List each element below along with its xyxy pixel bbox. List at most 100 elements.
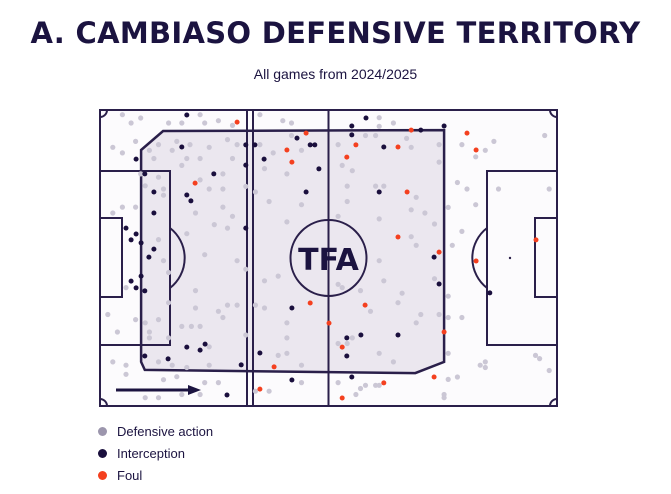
defensive-action-point [243, 266, 249, 272]
defensive-action-point [298, 147, 305, 153]
defensive-action-point [123, 362, 129, 368]
defensive-action-point [477, 362, 483, 368]
interception-point [133, 231, 139, 237]
defensive-action-point [220, 204, 226, 210]
interception-point [197, 347, 203, 353]
interception-point [184, 112, 190, 118]
defensive-action-point [166, 335, 172, 341]
defensive-action-point [142, 395, 148, 401]
defensive-action-point [257, 112, 263, 118]
defensive-action-point [197, 177, 203, 183]
defensive-action-point [202, 252, 208, 258]
defensive-action-point [408, 144, 414, 150]
defensive-action-point [373, 183, 379, 189]
points-layer [105, 112, 552, 401]
defensive-action-point [546, 186, 552, 192]
interception-point [312, 142, 318, 148]
interception-point [184, 192, 190, 198]
foul-point [307, 300, 313, 306]
legend: Defensive action Interception Foul [98, 420, 213, 486]
defensive-action-point [408, 234, 414, 240]
defensive-action-point [284, 171, 290, 177]
defensive-action-point [119, 204, 125, 210]
defensive-action-point [344, 183, 350, 189]
defensive-action-point [229, 213, 236, 219]
interception-point [238, 362, 244, 368]
left-penalty-box [100, 170, 171, 346]
interception-point [316, 166, 322, 172]
defensive-action-point [473, 202, 479, 208]
defensive-action-point [224, 137, 231, 143]
defensive-action-point [441, 395, 447, 401]
defensive-action-point [532, 352, 539, 358]
foul-point [353, 142, 359, 148]
defensive-action-point [376, 216, 382, 222]
foul-point [395, 234, 401, 240]
defensive-action-point [133, 204, 139, 210]
defensive-action-point [123, 285, 129, 291]
defensive-action-point [537, 356, 543, 362]
defensive-action-point [166, 300, 172, 306]
interception-point [358, 332, 364, 338]
defensive-action-point [224, 225, 231, 231]
defensive-action-point [542, 132, 548, 139]
interception-point [151, 189, 157, 195]
defensive-action-point [151, 155, 157, 162]
defensive-action-point [155, 359, 162, 365]
foul-point [464, 130, 470, 136]
defensive-action-point [234, 258, 240, 264]
defensive-action-point [454, 374, 460, 380]
legend-item-interception: Interception [98, 442, 213, 464]
defensive-action-point [459, 228, 465, 234]
defensive-action-point [275, 352, 281, 358]
legend-item-foul: Foul [98, 464, 213, 486]
foul-point [289, 159, 295, 165]
defensive-action-point [243, 332, 249, 338]
defensive-action-point [482, 147, 488, 153]
defensive-action-point [353, 391, 359, 398]
foul-point [408, 127, 414, 133]
interception-point [202, 341, 208, 347]
interception-point [133, 285, 139, 291]
interception-point [344, 353, 350, 359]
interception-point [133, 156, 139, 162]
interception-point [165, 356, 171, 362]
interception-point [289, 305, 295, 311]
defensive-action-point [215, 118, 221, 124]
defensive-action-point [436, 311, 442, 318]
foul-point [271, 364, 277, 370]
defensive-action-point [220, 171, 226, 177]
defensive-action-point [155, 395, 162, 401]
defensive-action-point [357, 385, 364, 392]
defensive-action-point [418, 311, 424, 318]
defensive-action-point [390, 359, 396, 365]
defensive-action-point [381, 278, 387, 284]
defensive-action-point [146, 329, 152, 335]
defensive-action-point [381, 183, 387, 189]
interception-dot-icon [98, 448, 107, 458]
interception-point [487, 290, 493, 296]
defensive-action-point [339, 285, 345, 291]
defensive-action-point [376, 382, 382, 388]
defensive-action-point [220, 186, 226, 192]
foul-dot-icon [98, 470, 107, 480]
defensive-action-point [270, 150, 276, 156]
defensive-action-point [142, 183, 148, 189]
defensive-action-point [357, 288, 364, 294]
defensive-action-point [280, 118, 286, 124]
defensive-action-point [138, 115, 144, 121]
defensive-action-point [252, 189, 258, 195]
interception-point [289, 377, 295, 383]
defensive-action-point [376, 258, 382, 264]
defensive-action-point [261, 305, 268, 311]
interception-point [344, 335, 350, 341]
defensive-action-point [133, 138, 139, 144]
defensive-action-point [110, 210, 116, 216]
defensive-action-point [422, 210, 428, 216]
defensive-action-point [431, 276, 438, 282]
interception-point [184, 344, 190, 350]
foul-point [441, 329, 447, 335]
interception-point [151, 246, 157, 252]
defensive-action-point [335, 340, 341, 347]
defensive-action-point [187, 142, 193, 148]
